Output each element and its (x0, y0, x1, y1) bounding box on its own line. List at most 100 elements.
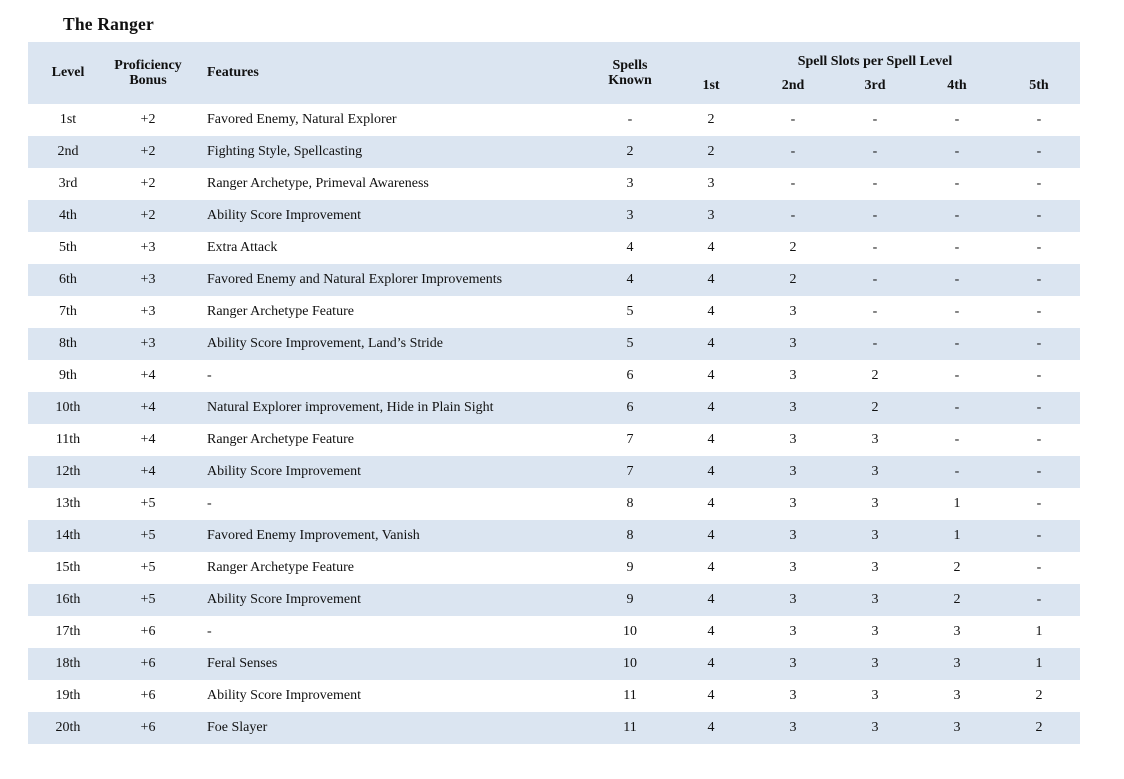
level-cell: 11th (55, 431, 81, 447)
slot-3rd-cell: - (872, 335, 878, 351)
slot-5th-cell: - (1036, 367, 1042, 383)
slot-2nd-cell: 2 (789, 239, 797, 255)
header-slot-3rd: 3rd (834, 76, 916, 104)
slot-5th-cell: - (1036, 463, 1042, 479)
slot-4th-cell: 2 (953, 591, 961, 607)
slot-2nd-cell: - (790, 111, 796, 127)
proficiency-cell: +3 (140, 271, 156, 287)
slot-4th-cell: - (954, 175, 960, 191)
header-level: Level (28, 42, 108, 104)
features-cell: - (207, 495, 212, 511)
slot-1st-cell: 4 (707, 623, 715, 639)
header-spells-known: Spells Known (590, 42, 670, 104)
slot-5th-cell: - (1036, 175, 1042, 191)
level-cell: 2nd (57, 143, 79, 159)
slot-5th-cell: 1 (1035, 623, 1043, 639)
slot-2nd-cell: 3 (789, 495, 797, 511)
header-proficiency-bonus: Proficiency Bonus (108, 42, 188, 104)
header-features: Features (188, 42, 590, 104)
slot-5th-cell: - (1036, 271, 1042, 287)
proficiency-cell: +2 (140, 111, 156, 127)
proficiency-cell: +2 (140, 175, 156, 191)
features-cell: Feral Senses (207, 655, 278, 671)
spells-known-cell: 3 (626, 207, 634, 223)
level-cell: 19th (55, 687, 81, 703)
level-cell: 3rd (58, 175, 78, 191)
slot-3rd-cell: - (872, 303, 878, 319)
slot-3rd-cell: 3 (871, 527, 879, 543)
spells-known-cell: 7 (626, 431, 634, 447)
slot-5th-cell: - (1036, 399, 1042, 415)
level-cell: 4th (59, 207, 77, 223)
proficiency-cell: +4 (140, 463, 156, 479)
slot-5th-cell: - (1036, 527, 1042, 543)
spells-known-cell: 7 (626, 463, 634, 479)
slot-4th-cell: - (954, 367, 960, 383)
slot-3rd-cell: 3 (871, 495, 879, 511)
proficiency-cell: +5 (140, 495, 156, 511)
table-row: 5th +3 Extra Attack 4 4 2 - - - (28, 232, 1080, 264)
header-slot-5th: 5th (998, 76, 1080, 104)
slot-5th-cell: 2 (1035, 687, 1043, 703)
slot-4th-cell: - (954, 111, 960, 127)
slot-2nd-cell: 3 (789, 399, 797, 415)
slot-1st-cell: 4 (707, 239, 715, 255)
proficiency-cell: +5 (140, 527, 156, 543)
proficiency-cell: +2 (140, 207, 156, 223)
proficiency-cell: +3 (140, 335, 156, 351)
level-cell: 12th (55, 463, 81, 479)
features-cell: Ability Score Improvement (207, 591, 361, 607)
features-cell: Extra Attack (207, 239, 278, 255)
slot-1st-cell: 4 (707, 399, 715, 415)
header-row-slot-levels: 1st 2nd 3rd 4th 5th (28, 76, 1080, 104)
slot-4th-cell: 3 (953, 623, 961, 639)
level-cell: 17th (55, 623, 81, 639)
spells-known-cell: 10 (623, 623, 637, 639)
document-page: The Ranger Level Proficiency Bonus Featu… (0, 14, 1124, 779)
slot-3rd-cell: - (872, 271, 878, 287)
table-row: 8th +3 Ability Score Improvement, Land’s… (28, 328, 1080, 360)
level-cell: 10th (55, 399, 81, 415)
features-cell: Ranger Archetype Feature (207, 431, 354, 447)
slot-4th-cell: 2 (953, 559, 961, 575)
slot-1st-cell: 4 (707, 527, 715, 543)
slot-4th-cell: 3 (953, 687, 961, 703)
slot-4th-cell: 1 (953, 527, 961, 543)
proficiency-cell: +6 (140, 655, 156, 671)
slot-5th-cell: - (1036, 431, 1042, 447)
spells-known-cell: 8 (626, 527, 634, 543)
table-row: 7th +3 Ranger Archetype Feature 5 4 3 - … (28, 296, 1080, 328)
slot-4th-cell: - (954, 271, 960, 287)
spells-known-cell: 6 (626, 399, 634, 415)
slot-5th-cell: - (1036, 303, 1042, 319)
slot-1st-cell: 2 (707, 143, 715, 159)
slot-3rd-cell: 3 (871, 463, 879, 479)
header-row-top: Level Proficiency Bonus Features Spells … (28, 42, 1080, 104)
slot-1st-cell: 4 (707, 431, 715, 447)
spells-known-cell: 10 (623, 655, 637, 671)
features-cell: Fighting Style, Spellcasting (207, 143, 363, 159)
proficiency-cell: +3 (140, 239, 156, 255)
slot-5th-cell: 2 (1035, 719, 1043, 735)
features-cell: Ability Score Improvement (207, 463, 361, 479)
slot-1st-cell: 4 (707, 271, 715, 287)
table-row: 1st +2 Favored Enemy, Natural Explorer -… (28, 104, 1080, 136)
slot-1st-cell: 4 (707, 335, 715, 351)
features-cell: Natural Explorer improvement, Hide in Pl… (207, 399, 494, 415)
slot-2nd-cell: 3 (789, 367, 797, 383)
slot-2nd-cell: - (790, 175, 796, 191)
slot-4th-cell: - (954, 463, 960, 479)
table-row: 3rd +2 Ranger Archetype, Primeval Awaren… (28, 168, 1080, 200)
slot-3rd-cell: 2 (871, 367, 879, 383)
header-slot-1st: 1st (670, 76, 752, 104)
slot-5th-cell: - (1036, 335, 1042, 351)
level-cell: 8th (59, 335, 77, 351)
slot-1st-cell: 4 (707, 655, 715, 671)
slot-1st-cell: 4 (707, 559, 715, 575)
slot-2nd-cell: 3 (789, 559, 797, 575)
slot-4th-cell: - (954, 431, 960, 447)
header-slot-4th: 4th (916, 76, 998, 104)
features-cell: Ability Score Improvement, Land’s Stride (207, 335, 444, 351)
table-row: 18th +6 Feral Senses 10 4 3 3 3 1 (28, 648, 1080, 680)
features-cell: Ranger Archetype Feature (207, 303, 354, 319)
